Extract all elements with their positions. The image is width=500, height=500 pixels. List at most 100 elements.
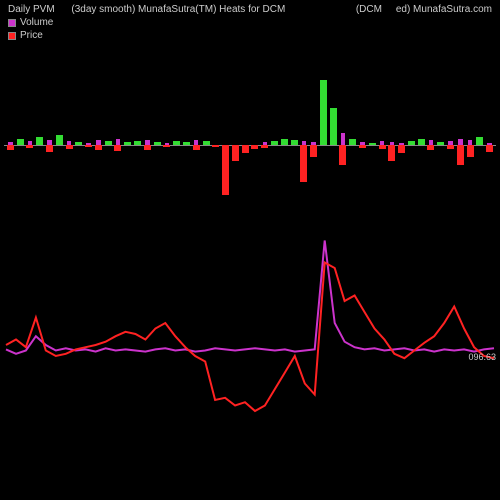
- down-bar: [398, 145, 405, 153]
- up-bar: [173, 141, 180, 145]
- header-left-1: Daily PVM: [8, 4, 55, 15]
- bar-slot: [133, 80, 142, 210]
- up-bar: [437, 142, 444, 145]
- bar-slot: [387, 80, 396, 210]
- chart-legend: Volume Price: [0, 16, 500, 46]
- bar-slot: [427, 80, 436, 210]
- down-bar: [388, 145, 395, 161]
- bar-slot: [65, 80, 74, 210]
- bar-slot: [319, 80, 328, 210]
- header-left-2: (3day smooth) MunafaSutra(TM) Heats for …: [71, 4, 285, 15]
- legend-price: Price: [8, 29, 492, 42]
- up-bar: [203, 141, 210, 145]
- volume-swatch: [8, 19, 16, 27]
- volume-bar: [341, 133, 345, 145]
- bar-slot: [417, 80, 426, 210]
- up-bar: [408, 141, 415, 145]
- bar-slot: [348, 80, 357, 210]
- bar-slot: [35, 80, 44, 210]
- down-bar: [66, 145, 73, 149]
- down-bar: [251, 145, 258, 149]
- bar-slot: [45, 80, 54, 210]
- bar-slot: [456, 80, 465, 210]
- bar-slot: [299, 80, 308, 210]
- bar-slot: [280, 80, 289, 210]
- bar-slot: [55, 80, 64, 210]
- bar-slot: [466, 80, 475, 210]
- volume-line: [6, 241, 494, 354]
- up-bar: [291, 140, 298, 145]
- up-bar: [105, 141, 112, 145]
- bar-container: [0, 80, 500, 210]
- down-bar: [300, 145, 307, 182]
- down-bar: [85, 145, 92, 147]
- up-bar: [476, 137, 483, 145]
- down-bar: [467, 145, 474, 157]
- up-bar: [271, 141, 278, 145]
- bar-slot: [407, 80, 416, 210]
- up-bar: [330, 108, 337, 145]
- up-bar: [281, 139, 288, 146]
- bar-slot: [476, 80, 485, 210]
- bar-slot: [251, 80, 260, 210]
- bar-slot: [104, 80, 113, 210]
- down-bar: [193, 145, 200, 150]
- down-bar: [212, 145, 219, 147]
- up-bar: [418, 139, 425, 145]
- down-bar: [457, 145, 464, 165]
- down-bar: [144, 145, 151, 150]
- bar-slot: [231, 80, 240, 210]
- down-bar: [114, 145, 121, 151]
- header-right-1: (DCM: [356, 4, 382, 15]
- bar-slot: [182, 80, 191, 210]
- price-last-label: 096.63: [468, 352, 496, 362]
- bar-slot: [397, 80, 406, 210]
- bar-slot: [143, 80, 152, 210]
- bar-slot: [270, 80, 279, 210]
- bar-slot: [123, 80, 132, 210]
- up-bar: [183, 142, 190, 145]
- up-bar: [320, 80, 327, 145]
- down-bar: [486, 145, 493, 152]
- bar-slot: [436, 80, 445, 210]
- up-bar: [369, 143, 376, 145]
- bar-slot: [6, 80, 15, 210]
- bar-slot: [202, 80, 211, 210]
- down-bar: [310, 145, 317, 157]
- up-bar: [154, 142, 161, 145]
- price-swatch: [8, 32, 16, 40]
- up-bar: [36, 137, 43, 145]
- bar-slot: [84, 80, 93, 210]
- bar-slot: [221, 80, 230, 210]
- down-bar: [46, 145, 53, 152]
- down-bar: [26, 145, 33, 148]
- legend-volume: Volume: [8, 16, 492, 29]
- bar-slot: [114, 80, 123, 210]
- bar-chart: [0, 80, 500, 210]
- bar-slot: [172, 80, 181, 210]
- bar-slot: [192, 80, 201, 210]
- bar-slot: [211, 80, 220, 210]
- price-label: Price: [20, 29, 43, 42]
- down-bar: [339, 145, 346, 165]
- bar-slot: [74, 80, 83, 210]
- up-bar: [124, 142, 131, 145]
- line-svg: [0, 230, 500, 460]
- bar-slot: [378, 80, 387, 210]
- bar-slot: [94, 80, 103, 210]
- bar-slot: [16, 80, 25, 210]
- up-bar: [56, 135, 63, 145]
- bar-slot: [163, 80, 172, 210]
- header-right-2: ed) MunafaSutra.com: [396, 4, 492, 15]
- down-bar: [359, 145, 366, 148]
- bar-slot: [485, 80, 494, 210]
- bar-slot: [446, 80, 455, 210]
- down-bar: [261, 145, 268, 148]
- down-bar: [163, 145, 170, 147]
- down-bar: [7, 145, 14, 150]
- down-bar: [95, 145, 102, 150]
- up-bar: [349, 139, 356, 146]
- bar-slot: [153, 80, 162, 210]
- bar-slot: [241, 80, 250, 210]
- down-bar: [232, 145, 239, 161]
